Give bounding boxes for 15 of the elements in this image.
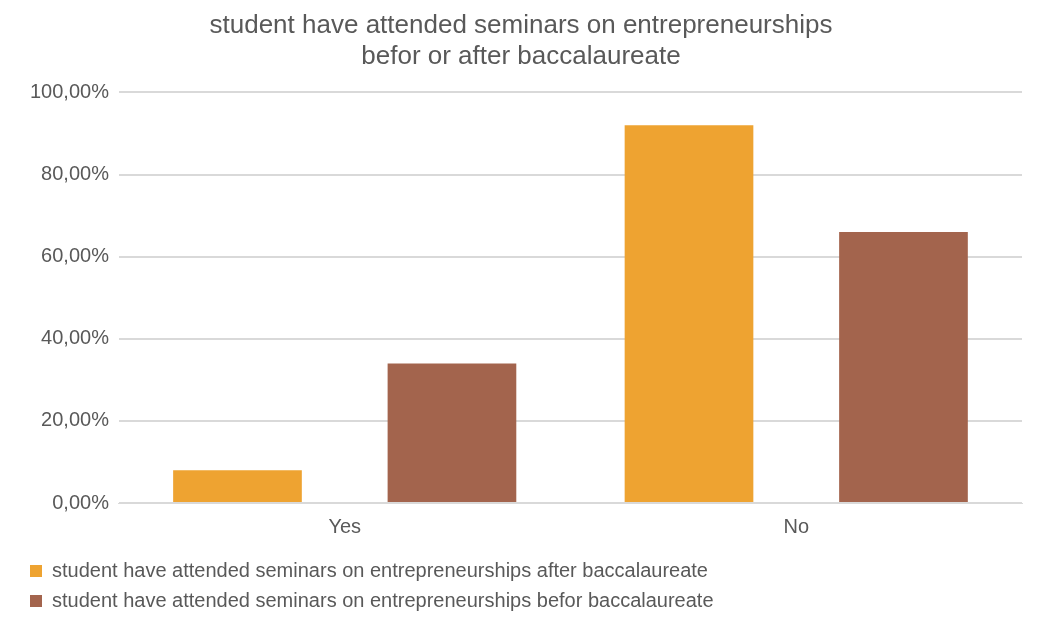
bar [173,470,302,502]
y-tick-label: 40,00% [41,326,110,349]
y-tick-label: 20,00% [41,408,110,431]
legend-label: student have attended seminars on entrepreneurships befor baccalaureate [52,588,714,611]
chart-title: student have attended seminars on entrepreneurships befor or after baccalaureate [209,8,833,70]
x-tick-label: Yes [328,514,362,537]
y-tick-label: 0,00% [52,490,110,513]
bar [839,232,968,502]
y-tick-label: 80,00% [41,162,110,185]
bar [624,125,754,502]
bar [387,363,517,502]
x-tick-label: No [783,514,810,537]
legend-label: student have attended seminars on entrepreneurships after baccalaureate [52,558,708,581]
y-tick-label: 100,00% [29,79,110,102]
y-tick-label: 60,00% [41,244,110,267]
